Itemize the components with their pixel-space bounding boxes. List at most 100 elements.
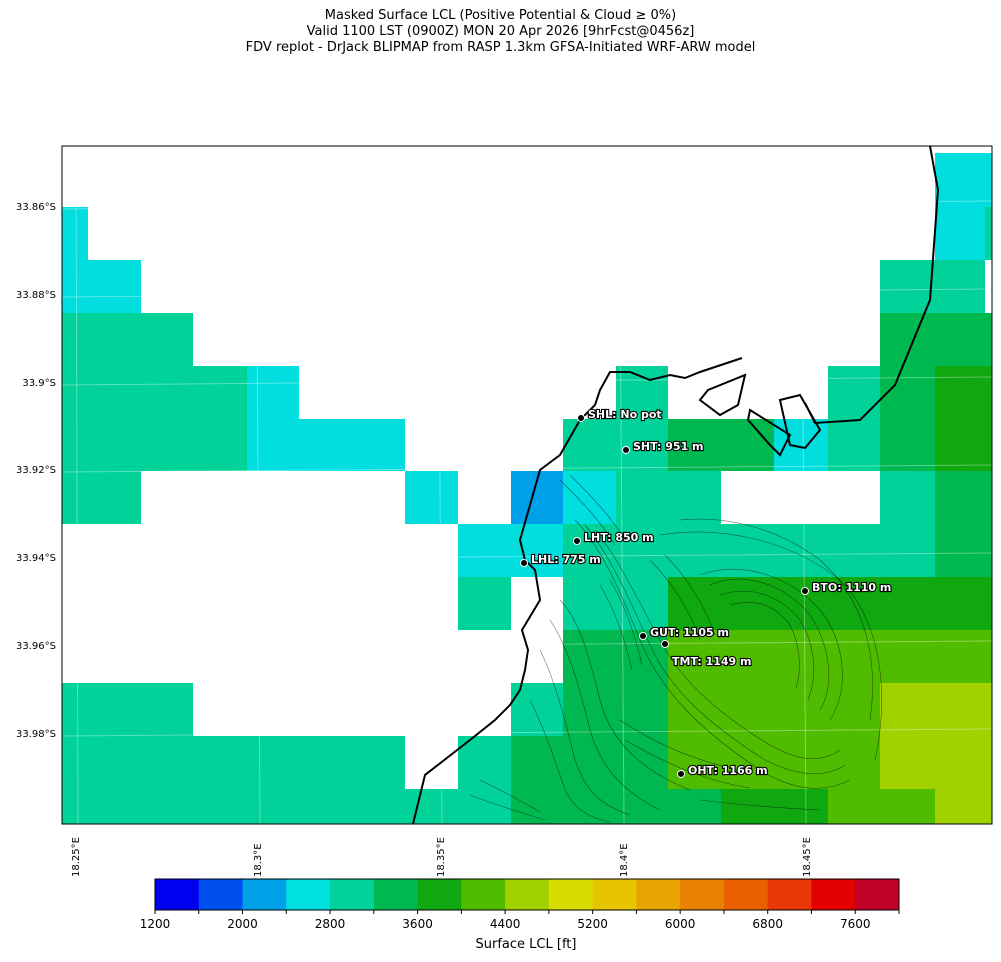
lcl-grid-cell [935,471,992,524]
station-label-bto: BTO: 1110 m [812,581,891,594]
longitude-label: 18.3°E [253,843,264,877]
colorbar-swatch [636,879,681,910]
lcl-grid-cell [880,789,935,824]
graticule-lon-line [437,145,443,825]
graticule-lat-line [61,288,993,298]
colorbar-swatch [417,879,462,910]
colorbar-swatch [811,879,856,910]
lcl-grid-cell [935,366,992,419]
lcl-grid-cell [721,577,774,630]
station-label-shl: SHL: No pot [588,408,662,421]
lcl-grid-cell [62,313,193,366]
colorbar-swatch [548,879,594,910]
latitude-label: 33.9°S [22,378,56,389]
lcl-grid-cell [880,524,935,577]
lcl-grid-cell [668,683,721,736]
lcl-grid-cell [563,630,616,683]
colorbar-tick-label: 4400 [489,917,521,931]
lcl-grid-cell [616,683,668,736]
colorbar-swatch [373,879,419,910]
station-label-sht: SHT: 951 m [633,440,704,453]
station-marker-icon [801,587,809,595]
lcl-grid-cell [616,577,668,630]
lcl-grid-cell [935,207,985,262]
lcl-grid-cell [935,419,992,471]
lcl-grid-cell [247,366,299,419]
lcl-grid-cell [774,683,828,736]
colorbar-swatch [723,879,769,910]
station-label-lhl: LHL: 775 m [531,553,601,566]
lcl-grid-cell [935,736,992,789]
colorbar-frame [154,878,900,911]
lcl-grid-cell [721,736,774,789]
colorbar-tick-label: 5200 [577,917,608,931]
lcl-grid-cell [616,736,668,789]
lcl-grid-cell [616,524,668,577]
colorbar-swatch [505,879,550,910]
lcl-grid-cell [880,577,935,630]
station-marker-icon [573,537,581,545]
lcl-grid-cell [828,736,880,789]
latitude-label: 33.96°S [16,641,56,652]
lcl-grid-cell [511,789,563,824]
colorbar-label: Surface LCL [ft] [475,937,577,952]
station-label-gut: GUT: 1105 m [650,626,729,639]
lcl-grid-cell [721,524,774,577]
longitude-label: 18.35°E [436,837,447,877]
lcl-grid-cell [616,419,668,471]
lcl-grid-cell [62,789,405,824]
lcl-grid-cell [668,736,721,789]
title-line-2: Valid 1100 LST (0900Z) MON 20 Apr 2026 [… [306,24,695,39]
colorbar-swatch [242,879,287,910]
lcl-grid-cell [616,471,668,524]
station-marker-icon [520,559,528,567]
lcl-grid-cell [880,260,935,314]
lcl-grid-cell [880,630,935,683]
graticule-lat-line [61,728,993,737]
lcl-grid-cell [405,789,458,824]
longitude-label: 18.4°E [619,843,630,877]
graticule-lon-line [75,145,79,825]
colorbar-tick-label: 1200 [139,917,171,931]
lcl-grid-cell [721,419,774,471]
colorbar [154,878,900,914]
colorbar-swatch [330,879,375,910]
lcl-grid-cell [616,366,668,419]
lcl-grid-cell [62,260,141,313]
station-marker-icon [661,640,669,648]
latitude-label: 33.94°S [16,553,56,564]
graticule-lat-line [61,200,993,210]
colorbar-swatch [767,879,812,910]
lcl-grid-cell [668,630,721,683]
lcl-grid-cell [247,419,405,471]
lcl-grid-cell [828,366,880,419]
station-label-oht: OHT: 1166 m [688,764,768,777]
graticule-lon-line [255,145,261,825]
lcl-grid-cell [668,789,721,824]
lcl-grid-cell [935,524,992,577]
lcl-grid-cell [935,577,992,630]
lcl-grid-cell [985,207,992,260]
graticule-lat-line [61,464,993,473]
colorbar-swatch [680,879,725,910]
graticule-lat-line [61,376,993,386]
lcl-grid [62,153,992,824]
lcl-grid-cell [935,630,992,683]
station-markers: SHL: No pot SHT: 951 m LHT: 850 m LHL: 775 … [520,407,892,778]
lcl-grid-cell [668,577,721,630]
colorbar-tick-label: 3600 [402,917,433,931]
lcl-grid-cell [563,419,616,471]
lcl-grid-cell [458,736,511,789]
lcl-grid-cell [880,736,935,789]
lcl-grid-cell [774,736,828,789]
lcl-grid-cell [62,471,141,524]
lcl-grid-cell [880,313,935,368]
lcl-grid-cell [935,153,992,207]
latitude-label: 33.92°S [16,465,56,476]
lcl-grid-cell [721,630,774,683]
longitude-label: 18.45°E [802,837,813,877]
station-marker-icon [677,770,685,778]
latitude-label: 33.86°S [16,202,56,213]
lcl-grid-cell [774,419,828,471]
longitude-label: 18.25°E [71,837,82,877]
